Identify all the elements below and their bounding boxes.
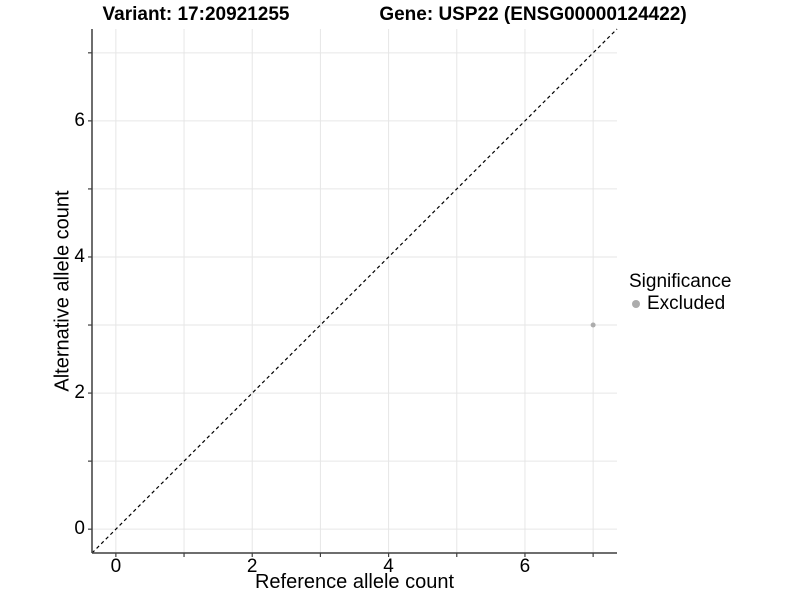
x-tick-label: 4	[383, 556, 394, 577]
plot-title-variant: Variant: 17:20921255	[102, 4, 290, 25]
x-tick-label: 2	[246, 556, 258, 577]
y-tick-label: 2	[74, 382, 85, 404]
y-axis-title: Alternative allele count	[51, 190, 74, 392]
plot-title-gene: Gene: USP22 (ENSG00000124422)	[379, 4, 687, 25]
y-tick-label: 0	[74, 518, 85, 540]
x-tick-label: 0	[110, 556, 122, 577]
identity-dashed-line	[91, 28, 618, 554]
data-point-excluded	[590, 322, 596, 328]
x-tick-label: 6	[519, 556, 531, 577]
legend-item-label: Excluded	[647, 293, 726, 314]
legend-point-icon	[632, 299, 640, 308]
legend: Significance Excluded	[629, 271, 731, 314]
x-axis-title: Reference allele count	[254, 571, 454, 593]
y-tick-label: 6	[74, 109, 85, 131]
y-tick-label: 4	[74, 245, 85, 267]
legend-title: Significance	[629, 271, 732, 292]
legend-item-excluded: Excluded	[629, 293, 731, 314]
